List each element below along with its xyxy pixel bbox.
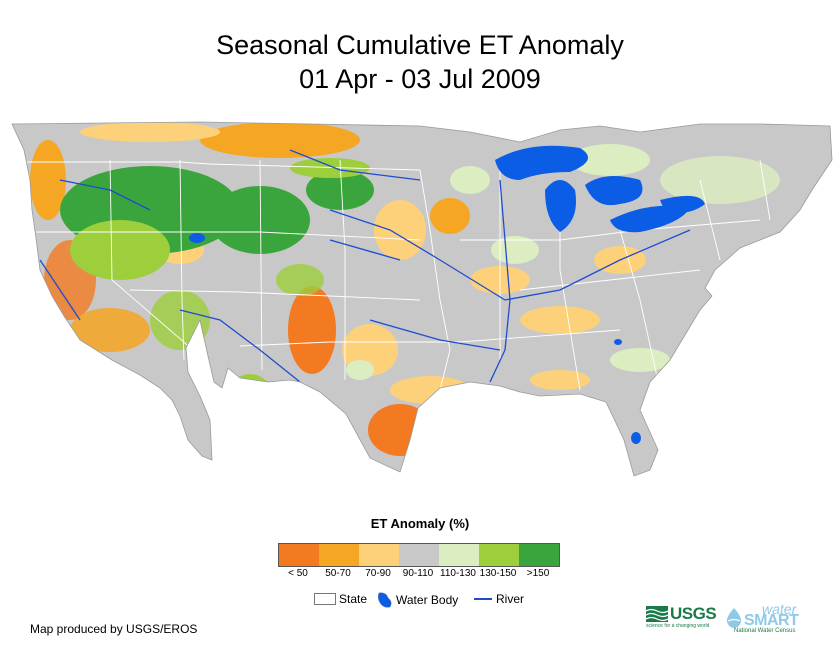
legend-river: River bbox=[474, 592, 524, 606]
legend-swatch-50-70 bbox=[319, 544, 359, 566]
watersmart-sub-text: National Water Census bbox=[734, 628, 796, 634]
legend-swatch-lt50 bbox=[279, 544, 319, 566]
water-body-icon bbox=[378, 592, 392, 608]
map-date-range: 01 Apr - 03 Jul 2009 bbox=[299, 64, 541, 94]
map-title: Seasonal Cumulative ET Anomaly bbox=[216, 30, 624, 60]
legend-label: 130-150 bbox=[479, 568, 517, 579]
legend-state: State bbox=[314, 592, 367, 606]
legend-state-label: State bbox=[339, 592, 368, 606]
legend-label: 50-70 bbox=[325, 568, 351, 579]
legend-water: Water Body bbox=[376, 592, 458, 608]
legend-colorbar bbox=[278, 543, 560, 567]
legend-label: 110-130 bbox=[440, 568, 476, 579]
legend-swatch-70-90 bbox=[359, 544, 399, 566]
legend-swatch-110-130 bbox=[439, 544, 479, 566]
usgs-logo: USGS science for a changing world bbox=[646, 604, 722, 629]
legend-label: >150 bbox=[526, 568, 550, 579]
legend-swatch-gt150 bbox=[519, 544, 559, 566]
watersmart-top-text: water bbox=[762, 601, 797, 617]
state-boundaries bbox=[20, 159, 771, 391]
legend-river-label: River bbox=[496, 592, 525, 606]
river-line-icon bbox=[474, 598, 492, 600]
state-symbol-icon bbox=[314, 593, 336, 605]
legend-title: ET Anomaly (%) bbox=[370, 516, 470, 531]
legend-water-label: Water Body bbox=[396, 593, 459, 607]
legend-label: 90-110 bbox=[402, 568, 434, 579]
us-et-anomaly-map bbox=[11, 121, 833, 477]
watersmart-main-text: SMART bbox=[744, 612, 799, 629]
legend-label: < 50 bbox=[288, 568, 308, 579]
rivers bbox=[39, 149, 691, 383]
water-drop-icon bbox=[726, 608, 742, 628]
usgs-tagline: science for a changing world bbox=[646, 623, 710, 629]
legend-swatch-90-110 bbox=[399, 544, 439, 566]
water-bodies bbox=[189, 145, 705, 444]
usgs-logo-text: USGS bbox=[670, 604, 717, 623]
legend-swatch-130-150 bbox=[479, 544, 519, 566]
usgs-wave-icon bbox=[646, 606, 668, 622]
watersmart-logo: water SMART National Water Census bbox=[724, 601, 816, 637]
legend-label: 70-90 bbox=[365, 568, 391, 579]
credit-text: Map produced by USGS/EROS bbox=[30, 622, 198, 636]
